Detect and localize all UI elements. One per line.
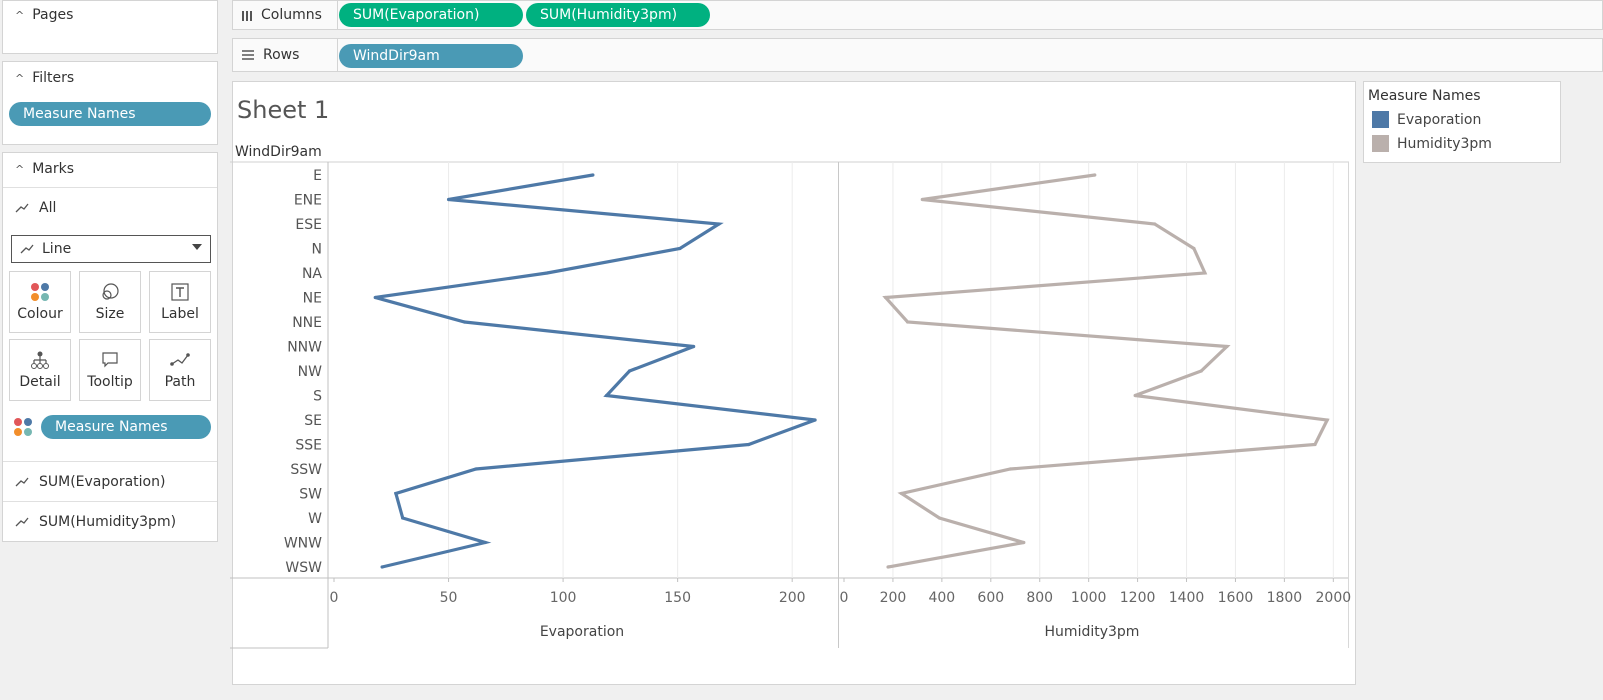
columns-shelf-label: Columns [241, 1, 322, 29]
tooltip-label: Tooltip [87, 374, 133, 390]
measure-humidity-label: SUM(Humidity3pm) [39, 513, 177, 530]
columns-shelf[interactable]: Columns SUM(Evaporation) SUM(Humidity3pm… [232, 0, 1603, 30]
pages-header[interactable]: ^ Pages [15, 7, 73, 23]
tooltip-button[interactable]: Tooltip [79, 339, 141, 401]
row-field-header: WindDir9am [235, 144, 322, 160]
measure-evaporation-label: SUM(Evaporation) [39, 473, 166, 490]
columns-icon [242, 11, 252, 21]
rows-shelf[interactable]: Rows WindDir9am [232, 38, 1603, 72]
collapse-caret-icon[interactable]: ^ [15, 162, 25, 176]
shelf-divider [337, 39, 338, 71]
marks-measure-evaporation-tab[interactable]: SUM(Evaporation) [3, 461, 217, 501]
tooltip-icon [102, 352, 118, 368]
detail-button[interactable]: Detail [9, 339, 71, 401]
label-icon [171, 283, 189, 301]
pages-card: ^ Pages [2, 0, 218, 54]
legend-title: Measure Names [1368, 88, 1481, 104]
detail-label: Detail [19, 374, 61, 390]
detail-icon [31, 351, 49, 369]
legend-item-evaporation[interactable]: Evaporation [1372, 111, 1481, 128]
path-button[interactable]: Path [149, 339, 211, 401]
line-mark-icon [20, 244, 34, 254]
colour-button[interactable]: Colour [9, 271, 71, 333]
collapse-caret-icon[interactable]: ^ [15, 8, 25, 22]
label-button[interactable]: Label [149, 271, 211, 333]
marks-all-tab[interactable]: All [3, 187, 217, 227]
size-icon [102, 283, 119, 300]
color-pill-measure-names[interactable]: Measure Names [41, 415, 211, 439]
marks-card: ^ Marks All Line Colour Size Label [2, 152, 218, 542]
legend-swatch [1372, 111, 1389, 128]
rows-icon [242, 50, 254, 60]
shelf-divider [337, 1, 338, 29]
size-button[interactable]: Size [79, 271, 141, 333]
marks-all-label: All [39, 199, 57, 216]
line-mark-icon [15, 477, 29, 486]
filters-title: Filters [32, 70, 75, 86]
path-label: Path [164, 374, 196, 390]
mark-type-dropdown[interactable]: Line [11, 235, 211, 263]
marks-measure-humidity-tab[interactable]: SUM(Humidity3pm) [3, 501, 217, 541]
legend-label: Evaporation [1397, 111, 1482, 128]
row-pill-winddir9am[interactable]: WindDir9am [339, 44, 523, 68]
pages-title: Pages [32, 7, 74, 23]
legend-swatch [1372, 135, 1389, 152]
filters-card: ^ Filters Measure Names [2, 61, 218, 145]
path-icon [170, 353, 190, 366]
dropdown-arrow-icon [192, 244, 202, 250]
size-label: Size [95, 306, 125, 322]
colour-label: Colour [17, 306, 63, 322]
view-area: Sheet 1 WindDir9am [232, 81, 1356, 685]
collapse-caret-icon[interactable]: ^ [15, 71, 25, 85]
filters-header[interactable]: ^ Filters [15, 70, 74, 86]
legend-item-humidity3pm[interactable]: Humidity3pm [1372, 135, 1492, 152]
line-mark-icon [15, 517, 29, 526]
colour-icon [14, 418, 32, 436]
rows-shelf-label: Rows [241, 39, 299, 71]
rows-label-text: Rows [263, 47, 300, 63]
filter-pill-measure-names[interactable]: Measure Names [9, 102, 211, 126]
legend-label: Humidity3pm [1397, 135, 1492, 152]
colour-icon [31, 283, 49, 301]
mark-type-value: Line [42, 241, 72, 257]
column-pill-evaporation[interactable]: SUM(Evaporation) [339, 3, 523, 27]
legend-card: Measure Names Evaporation Humidity3pm [1363, 81, 1561, 163]
marks-header[interactable]: ^ Marks [15, 161, 74, 177]
marks-title: Marks [32, 161, 75, 177]
label-label: Label [161, 306, 199, 322]
columns-label-text: Columns [261, 7, 322, 23]
sheet-title: Sheet 1 [237, 96, 330, 124]
line-mark-icon [15, 203, 29, 212]
column-pill-humidity3pm[interactable]: SUM(Humidity3pm) [526, 3, 710, 27]
